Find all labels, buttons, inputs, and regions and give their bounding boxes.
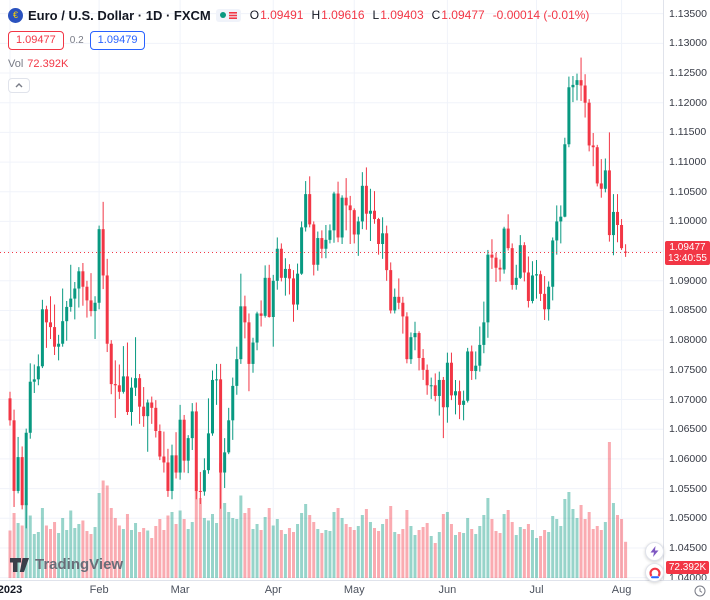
- chart-legend: € Euro / U.S. Dollar · 1D · FXCM O1.0949…: [8, 5, 589, 93]
- sell-button[interactable]: 1.09477: [8, 31, 64, 50]
- time-tick-label: Aug: [611, 584, 632, 596]
- red-list-icon: [228, 11, 237, 19]
- eur-usd-symbol-icon: €: [8, 7, 23, 23]
- tradingview-logo-text: TradingView: [35, 556, 124, 573]
- broker-icon: [648, 567, 661, 578]
- price-tick-label: 1.11500: [669, 126, 707, 139]
- price-axis[interactable]: 1.13500 1.13000 1.12500 1.12000 1.11500 1.110…: [663, 0, 710, 584]
- change-value: -0.00014 (-0.01%): [492, 8, 590, 22]
- quick-trade-button[interactable]: [645, 542, 664, 561]
- symbol-row: € Euro / U.S. Dollar · 1D · FXCM O1.0949…: [8, 5, 589, 25]
- last-price-value: 1.09477: [669, 241, 706, 253]
- lightning-icon: [650, 546, 659, 557]
- price-tick-label: 1.11000: [669, 156, 707, 169]
- volume-label: Vol: [8, 58, 24, 70]
- time-tick-label: Jun: [438, 584, 457, 596]
- chevron-up-icon: [15, 83, 23, 88]
- ohlc-readout: O1.09491 H1.09616 L1.09403 C1.09477 -0.0…: [249, 8, 590, 22]
- price-tick-label: 1.12500: [669, 67, 707, 80]
- price-tick-label: 1.05000: [669, 512, 707, 525]
- price-tick-label: 1.04500: [669, 541, 707, 554]
- market-open-dot-icon: [219, 12, 226, 18]
- fab-stack: [645, 542, 664, 582]
- time-axis[interactable]: 2023 Feb Mar Apr May Jun Jul Aug: [0, 580, 710, 600]
- tradingview-logo-icon: [10, 557, 29, 572]
- bar-countdown: 13:40:55: [668, 252, 707, 264]
- time-tick-label: Apr: [264, 584, 282, 596]
- price-tick-label: 1.10500: [669, 185, 707, 198]
- volume-value: 72.392K: [27, 58, 69, 70]
- volume-row: Vol 72.392K: [8, 58, 589, 70]
- time-tick-label: Jul: [529, 584, 544, 596]
- price-tick-label: 1.05500: [669, 482, 707, 495]
- price-tick-label: 1.08500: [669, 304, 707, 317]
- price-tick-label: 1.13500: [669, 7, 707, 20]
- price-tick-label: 1.06000: [669, 452, 707, 465]
- collapse-legend-button[interactable]: [8, 78, 30, 93]
- candlestick-chart[interactable]: [0, 0, 663, 580]
- time-tick-label: Mar: [170, 584, 190, 596]
- symbol-title[interactable]: Euro / U.S. Dollar · 1D · FXCM: [28, 7, 211, 23]
- price-tick-label: 1.09000: [669, 274, 707, 287]
- price-tick-label: 1.12000: [669, 96, 707, 109]
- time-tick-label: Feb: [89, 584, 109, 596]
- last-price-label: 1.09477 13:40:55: [665, 240, 710, 265]
- price-tick-label: 1.06500: [669, 423, 707, 436]
- price-tick-label: 1.10000: [669, 215, 707, 228]
- price-tick-label: 1.13000: [669, 37, 707, 50]
- timezone-clock-icon[interactable]: [694, 585, 706, 597]
- price-tick-label: 1.08000: [669, 334, 707, 347]
- spread-value: 0.2: [69, 35, 84, 46]
- price-tick-label: 1.07000: [669, 393, 707, 406]
- buy-button[interactable]: 1.09479: [89, 31, 146, 50]
- broker-button[interactable]: [645, 563, 664, 582]
- tradingview-logo[interactable]: TradingView: [10, 556, 123, 573]
- time-tick-label: May: [343, 584, 365, 596]
- time-tick-label: 2023: [0, 584, 23, 596]
- price-tick-label: 1.07500: [669, 363, 707, 376]
- trade-buttons-row: 1.09477 0.2 1.09479: [8, 31, 589, 50]
- market-status-pill[interactable]: [215, 8, 241, 22]
- volume-axis-badge: 72.392K: [666, 561, 709, 574]
